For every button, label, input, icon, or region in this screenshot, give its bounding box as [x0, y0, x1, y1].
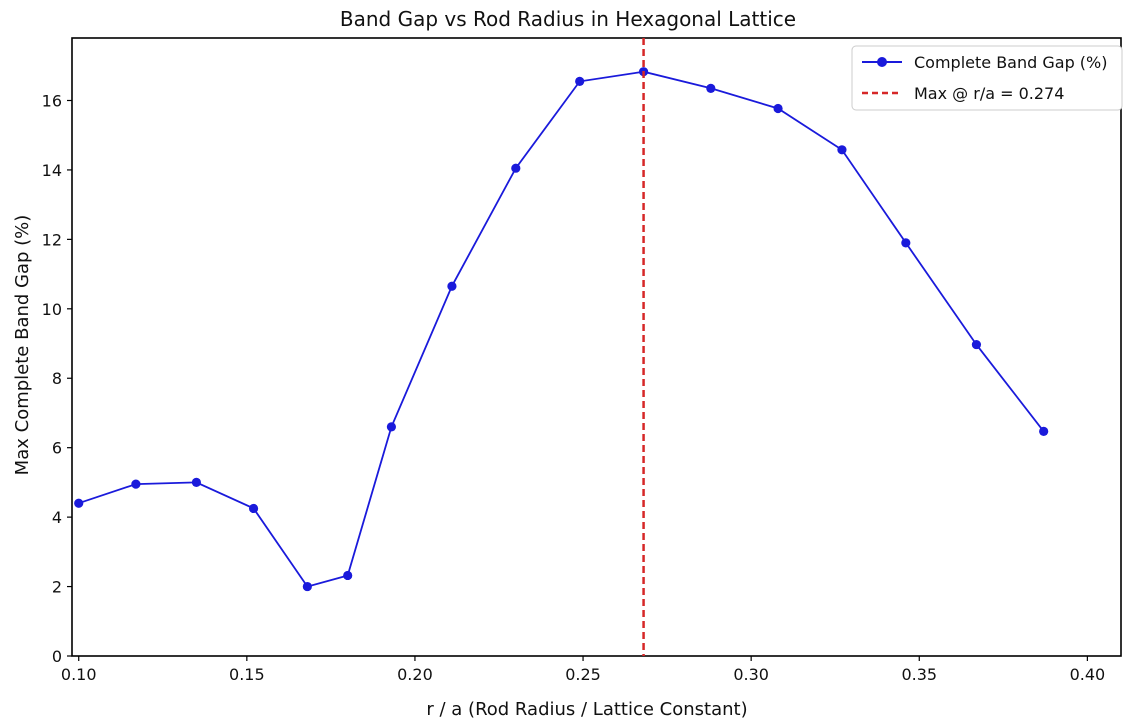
x-tick-label: 0.25	[565, 665, 601, 684]
y-axis-label: Max Complete Band Gap (%)	[12, 215, 33, 476]
data-point	[302, 581, 312, 592]
data-point	[191, 477, 202, 488]
data-point	[575, 76, 585, 86]
x-axis-ticks: 0.10 0.15 0.20 0.25 0.30 0.35 0.40	[61, 656, 1105, 684]
series-line	[78, 70, 1045, 588]
y-tick-label: 16	[42, 91, 62, 110]
y-tick-label: 0	[52, 647, 62, 666]
legend: Complete Band Gap (%) Max @ r/a = 0.274	[851, 45, 1123, 111]
y-axis-ticks: 0 2 4 6 8 10 12 14 16	[42, 91, 72, 666]
plot-frame	[71, 37, 1122, 657]
x-tick-label: 0.30	[733, 665, 769, 684]
legend-marker-series	[877, 57, 887, 67]
data-point	[837, 145, 847, 155]
y-tick-label: 6	[52, 439, 62, 458]
data-point	[447, 281, 457, 291]
data-point	[74, 498, 84, 508]
y-tick-label: 12	[42, 230, 62, 249]
x-axis-label: r / a (Rod Radius / Lattice Constant)	[426, 699, 747, 720]
legend-label-series: Complete Band Gap (%)	[914, 53, 1108, 72]
x-tick-label: 0.10	[61, 665, 97, 684]
y-tick-label: 14	[42, 161, 62, 180]
data-point	[343, 570, 353, 581]
data-point	[706, 83, 716, 93]
chart-marks	[74, 38, 1049, 656]
data-point	[248, 503, 259, 514]
data-point	[773, 103, 783, 114]
y-tick-label: 2	[52, 578, 62, 597]
legend-box	[851, 45, 1123, 111]
chart-title: Band Gap vs Rod Radius in Hexagonal Latt…	[340, 7, 796, 31]
data-point	[386, 422, 397, 432]
plot-area	[71, 37, 1122, 657]
x-tick-label: 0.15	[229, 665, 265, 684]
data-point	[131, 479, 141, 489]
data-point	[971, 339, 982, 350]
legend-label-max: Max @ r/a = 0.274	[914, 84, 1064, 103]
x-tick-label: 0.40	[1070, 665, 1106, 684]
data-point	[1039, 426, 1049, 436]
x-tick-label: 0.20	[397, 665, 433, 684]
data-point	[511, 163, 521, 173]
data-point	[901, 238, 911, 248]
x-tick-label: 0.35	[901, 665, 937, 684]
y-tick-label: 4	[52, 508, 62, 527]
y-tick-label: 8	[52, 369, 62, 388]
y-tick-label: 10	[42, 300, 62, 319]
